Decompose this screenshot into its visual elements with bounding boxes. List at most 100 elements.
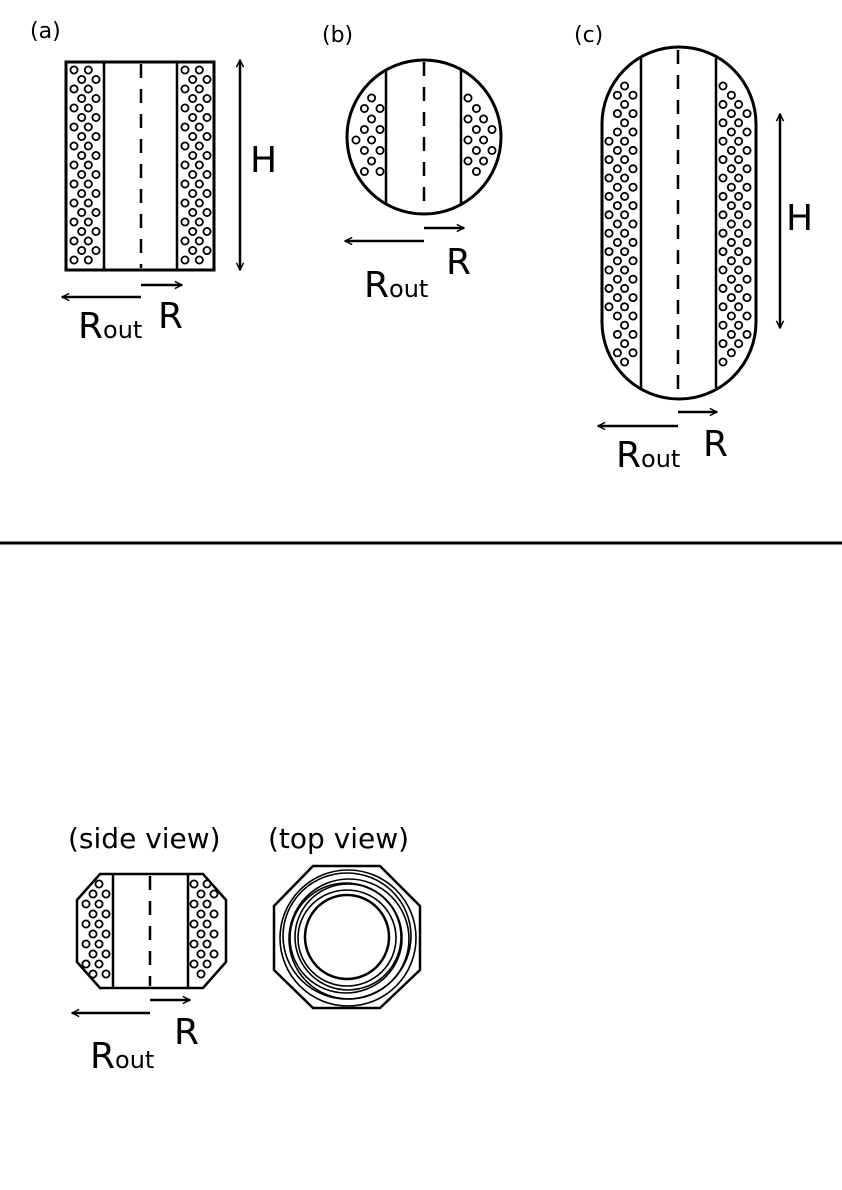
particle: [612, 329, 622, 339]
particle: [734, 283, 744, 293]
panel-c-label: (c): [574, 23, 603, 48]
particle: [189, 939, 199, 949]
particle: [718, 191, 728, 201]
particle: [620, 320, 630, 330]
particle: [83, 103, 93, 113]
particle: [69, 65, 79, 75]
particle: [367, 156, 377, 166]
particle: [718, 247, 728, 257]
particle: [620, 173, 630, 183]
particle: [202, 939, 212, 949]
particle: [734, 247, 744, 257]
rout-label: Rout: [90, 1036, 154, 1077]
particle: [196, 969, 206, 979]
particle: [77, 226, 87, 236]
particle: [194, 179, 204, 189]
particle: [628, 293, 638, 303]
height-label: H: [786, 198, 813, 239]
particle: [620, 210, 630, 220]
particle: [188, 75, 198, 85]
particle: [620, 283, 630, 293]
particle: [718, 320, 728, 330]
particle: [628, 237, 638, 247]
particle: [726, 329, 736, 339]
particle: [734, 265, 744, 275]
coil-ring: [303, 893, 391, 981]
particle: [612, 182, 622, 192]
particle: [742, 219, 752, 229]
particle: [202, 899, 212, 909]
particle: [194, 141, 204, 151]
particle: [463, 114, 473, 124]
particle: [359, 145, 369, 155]
particle: [194, 198, 204, 208]
coil-ring: [297, 889, 397, 987]
particle: [94, 919, 104, 929]
particle: [612, 274, 622, 284]
particle-region-left: [604, 81, 638, 367]
particle: [734, 228, 744, 238]
particle: [180, 84, 190, 94]
particle: [742, 256, 752, 266]
particle: [69, 122, 79, 132]
particle: [479, 156, 489, 166]
particle: [194, 160, 204, 170]
particle: [69, 84, 79, 94]
particle: [734, 302, 744, 312]
particle: [718, 210, 728, 220]
particle: [194, 217, 204, 227]
particle: [83, 255, 93, 265]
particle: [726, 237, 736, 247]
particle: [620, 155, 630, 165]
particle: [77, 188, 87, 198]
particle: [742, 164, 752, 174]
particle: [202, 959, 212, 969]
particle: [180, 179, 190, 189]
particle: [612, 237, 622, 247]
particle: [375, 166, 385, 176]
particle: [77, 131, 87, 141]
particle: [351, 135, 361, 145]
particle: [83, 122, 93, 132]
panel-c: (c) H Rout R: [574, 23, 813, 476]
particle: [202, 879, 212, 889]
particle: [194, 255, 204, 265]
particle: [604, 283, 614, 293]
particle: [612, 109, 622, 119]
particle: [620, 247, 630, 257]
particle-region-right: [463, 93, 497, 176]
rout-label: Rout: [364, 265, 428, 306]
particle: [180, 198, 190, 208]
particle: [734, 118, 744, 128]
particle: [189, 879, 199, 889]
panel-a: (a) H Rout R: [30, 19, 277, 347]
panel-b: (b) Rout R: [322, 23, 503, 306]
particle: [81, 919, 91, 929]
particle: [77, 94, 87, 104]
particle: [718, 265, 728, 275]
particle: [180, 160, 190, 170]
particle: [101, 969, 111, 979]
particle: [620, 191, 630, 201]
particle: [620, 118, 630, 128]
particle: [471, 104, 481, 114]
particle: [375, 145, 385, 155]
particle: [77, 207, 87, 217]
particle: [726, 145, 736, 155]
particle: [726, 293, 736, 303]
particle: [188, 207, 198, 217]
particle: [734, 173, 744, 183]
particle: [77, 150, 87, 160]
particle: [202, 188, 212, 198]
particle: [202, 207, 212, 217]
particle: [604, 228, 614, 238]
particle: [194, 84, 204, 94]
particle: [83, 65, 93, 75]
particle: [628, 127, 638, 137]
particle: [726, 274, 736, 284]
particle: [194, 236, 204, 246]
particle: [479, 114, 489, 124]
particle: [83, 84, 93, 94]
particle: [188, 169, 198, 179]
particle: [620, 302, 630, 312]
